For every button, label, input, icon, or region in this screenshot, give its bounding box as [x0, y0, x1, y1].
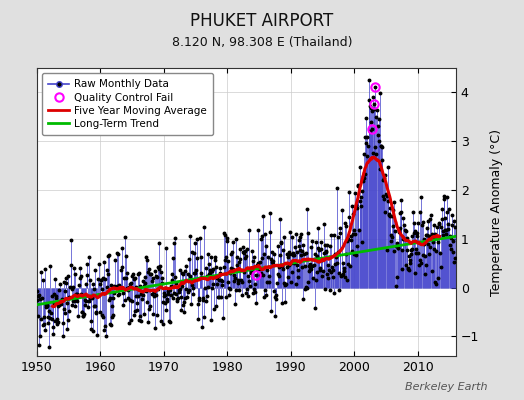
Text: PHUKET AIRPORT: PHUKET AIRPORT — [190, 12, 334, 30]
Text: Berkeley Earth: Berkeley Earth — [405, 382, 487, 392]
Legend: Raw Monthly Data, Quality Control Fail, Five Year Moving Average, Long-Term Tren: Raw Monthly Data, Quality Control Fail, … — [42, 73, 213, 135]
Y-axis label: Temperature Anomaly (°C): Temperature Anomaly (°C) — [490, 128, 503, 296]
Text: 8.120 N, 98.308 E (Thailand): 8.120 N, 98.308 E (Thailand) — [172, 36, 352, 49]
